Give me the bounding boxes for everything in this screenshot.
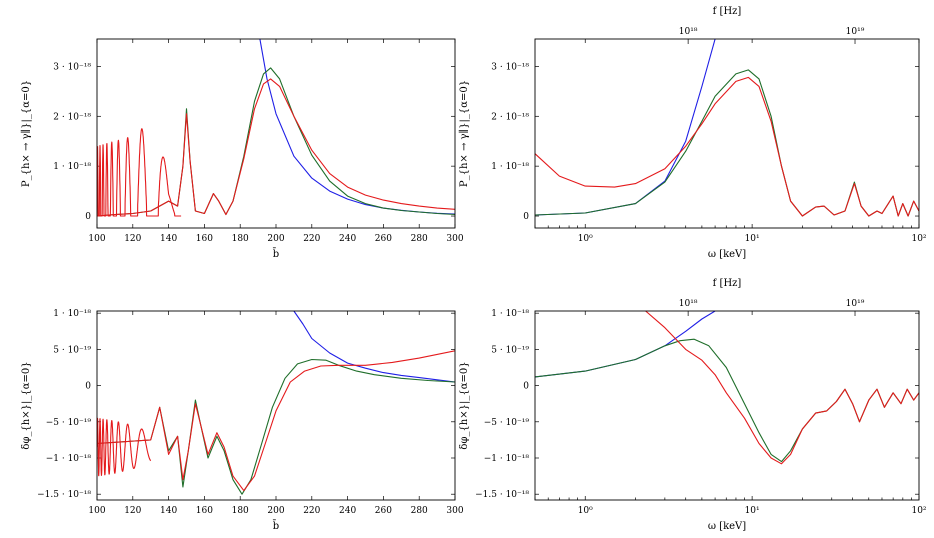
- series-line-blue: [535, 39, 715, 215]
- series-line-blue: [294, 311, 455, 382]
- y-axis-label: δφ_{h×}|_{α=0}: [21, 361, 32, 449]
- x-tick-label: 200: [267, 506, 284, 516]
- y-tick-label: −1.5 · 10⁻¹⁸: [37, 490, 91, 500]
- x-tick-label: 10²: [911, 234, 926, 244]
- y-axis-label: P_{h× → γ∥}|_{α=0}: [20, 80, 32, 187]
- series-group: [97, 311, 455, 494]
- x-axis-label: ω [keV]: [708, 249, 746, 260]
- y-tick-label: 0: [523, 212, 529, 222]
- y-tick-label: 1 · 10⁻¹⁸: [491, 309, 529, 319]
- x-tick-label: 10¹: [745, 506, 760, 516]
- y-tick-label: −5 · 10⁻¹⁹: [46, 418, 92, 428]
- series-line-blue: [260, 39, 455, 214]
- x-tick-label: 100: [88, 234, 105, 244]
- series-line-green: [97, 360, 455, 495]
- x-tick-label: 240: [339, 234, 356, 244]
- x-tick-label: 10⁰: [578, 506, 593, 516]
- series-line-red: [97, 79, 455, 216]
- x-tick-label: 10²: [911, 506, 926, 516]
- x-axis-label: b̄: [273, 248, 279, 260]
- top-axis-label: f [Hz]: [713, 6, 742, 17]
- series-line-green: [97, 68, 455, 216]
- y-tick-label: 2 · 10⁻¹⁸: [53, 112, 91, 122]
- y-tick-label: 5 · 10⁻¹⁹: [53, 345, 91, 355]
- x-tick-label: 300: [446, 506, 463, 516]
- y-tick-label: 0: [85, 382, 91, 392]
- x-tick-label: 200: [267, 234, 284, 244]
- x-tick-label: 240: [339, 506, 356, 516]
- series-line-green: [535, 339, 919, 461]
- chart-panel-top-right: 10⁰ 10¹ 10² 0 1 · 10⁻¹⁸ 2 · 10⁻¹⁸ 3 · 10⁻¹⁸ f […: [458, 6, 927, 260]
- top-tick-label: 10¹⁸: [679, 299, 698, 309]
- series-oscillation-red: [97, 129, 181, 216]
- y-tick-label: 5 · 10⁻¹⁹: [491, 345, 529, 355]
- series-oscillation-red: [97, 418, 151, 475]
- x-tick-label: 100: [88, 506, 105, 516]
- series-line-red: [97, 351, 455, 491]
- y-tick-label: 2 · 10⁻¹⁸: [491, 112, 529, 122]
- plot-frame: [97, 39, 455, 228]
- x-tick-label: 260: [375, 234, 392, 244]
- x-tick-label: 220: [303, 506, 320, 516]
- y-tick-label: −1 · 10⁻¹⁸: [46, 454, 92, 464]
- x-tick-label: 140: [160, 234, 177, 244]
- x-tick-label: 10⁰: [578, 234, 593, 244]
- series-line-red: [535, 77, 919, 216]
- chart-panel-top-left: 100 120 140 160 180 200 220 240 260 280 300 0 1 · 10…: [20, 39, 464, 260]
- x-tick-label: 280: [411, 234, 428, 244]
- x-tick-label: 120: [124, 234, 141, 244]
- y-tick-label: −1 · 10⁻¹⁸: [484, 454, 530, 464]
- x-tick-label: 280: [411, 506, 428, 516]
- y-tick-label: 0: [523, 382, 529, 392]
- plot-frame: [97, 311, 455, 500]
- series-line-blue: [535, 311, 715, 377]
- x-axis-label: b̄: [273, 520, 279, 532]
- x-tick-label: 160: [196, 506, 213, 516]
- x-tick-label: 300: [446, 234, 463, 244]
- series-group: [535, 311, 919, 464]
- top-axis-label: f [Hz]: [713, 278, 742, 289]
- x-tick-label: 10¹: [745, 234, 760, 244]
- x-tick-label: 160: [196, 234, 213, 244]
- top-tick-label: 10¹⁸: [679, 27, 698, 37]
- top-tick-label: 10¹⁹: [846, 299, 865, 309]
- chart-panel-bottom-right: 10⁰ 10¹ 10² −1.5 · 10⁻¹⁸ −1 · 10⁻¹⁸ −5 · 10⁻¹…: [459, 278, 927, 532]
- y-axis-label: P_{h× → γ∥}|_{α=0}: [458, 80, 470, 187]
- y-tick-label: 1 · 10⁻¹⁸: [53, 162, 91, 172]
- y-tick-label: 3 · 10⁻¹⁸: [53, 62, 91, 72]
- top-tick-label: 10¹⁹: [846, 27, 865, 37]
- y-tick-label: 1 · 10⁻¹⁸: [491, 162, 529, 172]
- y-tick-label: 1 · 10⁻¹⁸: [53, 309, 91, 319]
- x-tick-label: 260: [375, 506, 392, 516]
- y-tick-label: −1.5 · 10⁻¹⁸: [475, 490, 529, 500]
- series-group: [97, 39, 455, 216]
- x-tick-label: 120: [124, 506, 141, 516]
- x-tick-label: 220: [303, 234, 320, 244]
- y-axis-label: δφ_{h×}|_{α=0}: [459, 361, 470, 449]
- plot-frame: [535, 311, 919, 500]
- series-group: [535, 39, 919, 216]
- x-tick-label: 180: [232, 234, 249, 244]
- plot-frame: [535, 39, 919, 228]
- y-tick-label: −5 · 10⁻¹⁹: [484, 418, 530, 428]
- series-line-red: [646, 311, 919, 464]
- x-axis-label: ω [keV]: [708, 521, 746, 532]
- y-tick-label: 3 · 10⁻¹⁸: [491, 62, 529, 72]
- x-tick-label: 140: [160, 506, 177, 516]
- y-tick-label: 0: [85, 212, 91, 222]
- x-tick-label: 180: [232, 506, 249, 516]
- series-line-green: [535, 70, 919, 216]
- chart-panel-bottom-left: 100 120 140 160 180 200 220 240 260 280 300 −1.5 · …: [21, 309, 464, 532]
